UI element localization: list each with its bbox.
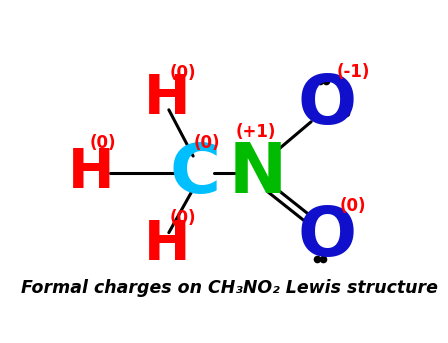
Text: (0): (0)	[340, 197, 366, 215]
Text: C: C	[169, 140, 220, 207]
Text: N: N	[228, 140, 286, 207]
Text: (0): (0)	[169, 209, 196, 227]
Text: (0): (0)	[169, 64, 196, 82]
Text: O: O	[297, 203, 356, 270]
Text: H: H	[144, 217, 190, 272]
Text: O: O	[297, 71, 356, 138]
Text: H: H	[68, 146, 114, 200]
Text: H: H	[144, 72, 190, 126]
Text: (+1): (+1)	[236, 123, 276, 141]
Text: Formal charges on CH₃NO₂ Lewis structure: Formal charges on CH₃NO₂ Lewis structure	[21, 279, 438, 297]
Text: (0): (0)	[194, 134, 220, 152]
Text: (0): (0)	[90, 134, 116, 152]
Text: (-1): (-1)	[336, 62, 370, 81]
